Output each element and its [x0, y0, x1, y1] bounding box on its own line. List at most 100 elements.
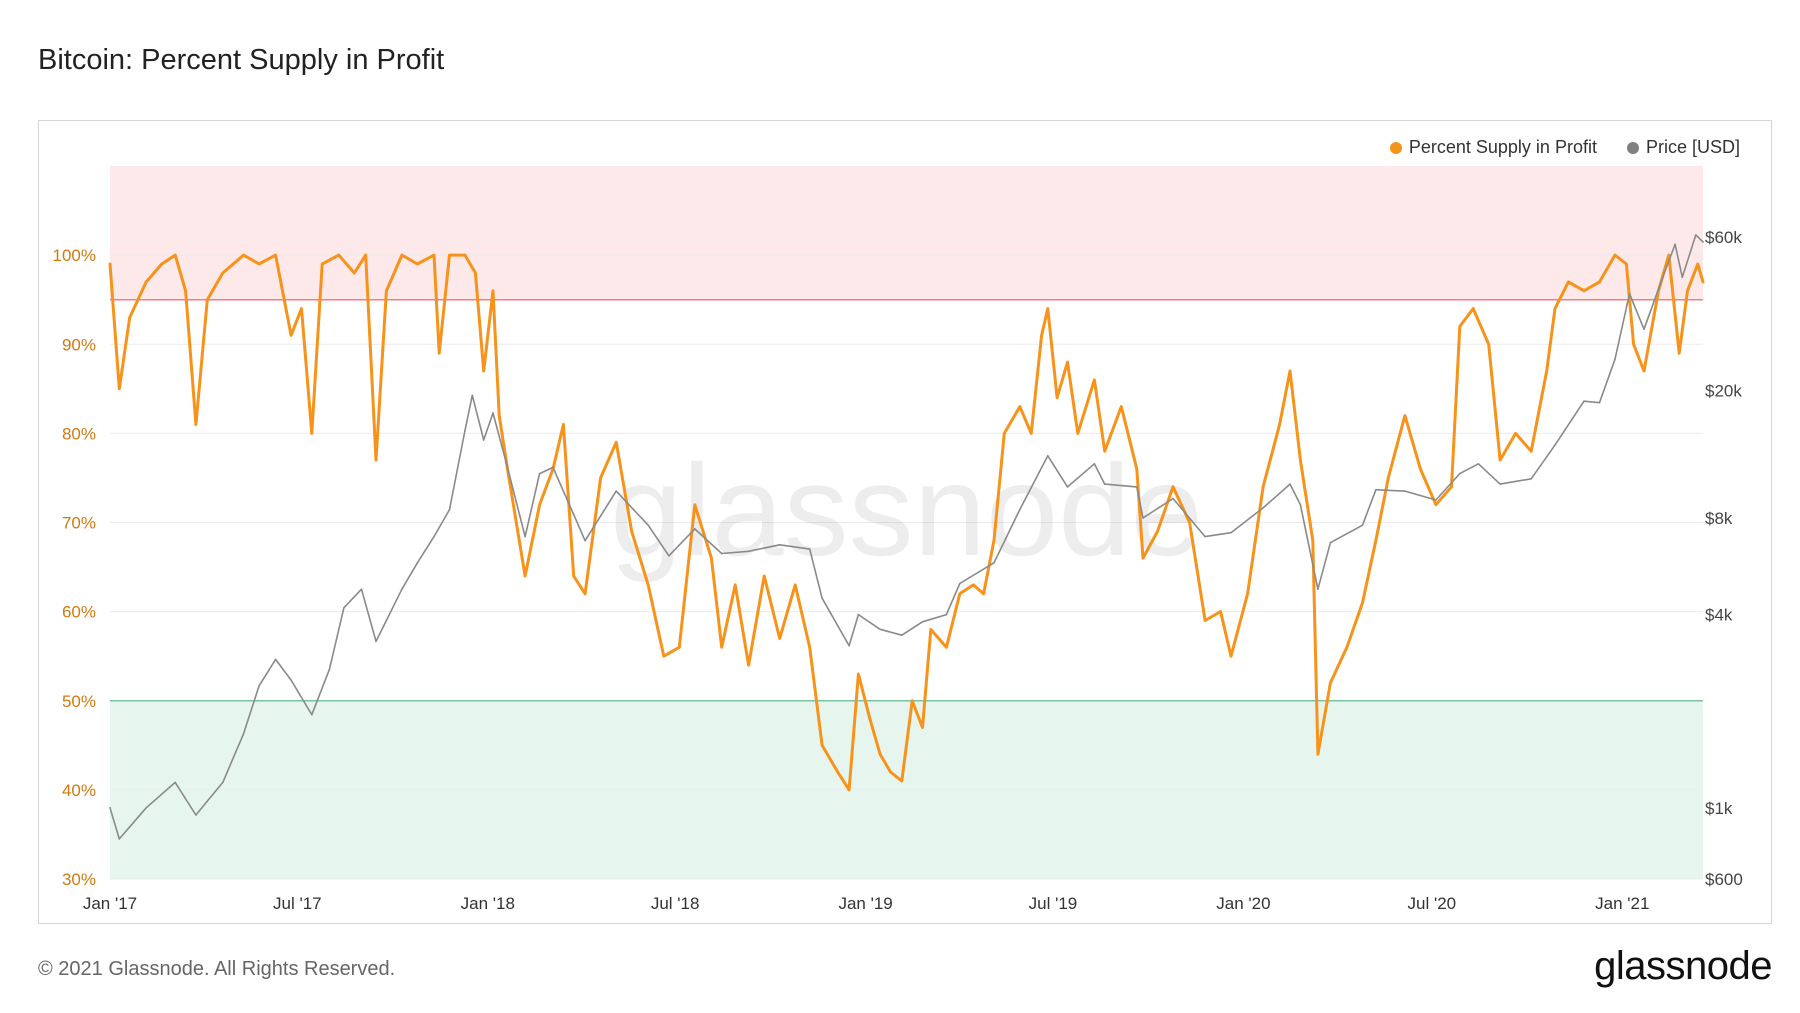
- price-point-51: [1136, 486, 1138, 488]
- profit-point-80: [1120, 405, 1123, 408]
- y-left-tick-5: 80%: [62, 424, 96, 443]
- profit-point-92: [1289, 370, 1291, 372]
- x-tick-0: Jan '17: [83, 894, 137, 913]
- price-point-54: [1204, 535, 1206, 538]
- profit-point-86: [1204, 619, 1206, 622]
- profit-point-82: [1142, 557, 1144, 559]
- profit-point-83: [1156, 530, 1159, 533]
- profit-point-124: [1697, 263, 1699, 265]
- price-point-49: [1093, 463, 1096, 465]
- price-point-13: [360, 588, 363, 590]
- price-point-32: [694, 528, 696, 530]
- price-point-63: [1404, 490, 1406, 492]
- profit-point-61: [901, 780, 903, 782]
- price-point-4: [195, 814, 197, 816]
- profit-point-123: [1686, 289, 1689, 292]
- profit-point-111: [1545, 370, 1548, 372]
- profit-point-10: [242, 254, 245, 256]
- profit-point-119: [1643, 370, 1645, 372]
- profit-point-60: [889, 771, 892, 773]
- glassnode-logo: glassnode: [1594, 944, 1772, 988]
- profit-point-69: [993, 539, 995, 542]
- profit-point-81: [1136, 468, 1138, 470]
- profit-point-37: [572, 575, 575, 577]
- profit-point-17: [337, 254, 340, 256]
- profit-point-95: [1317, 753, 1319, 756]
- profit-point-99: [1375, 539, 1377, 542]
- price-point-43: [945, 613, 948, 616]
- price-point-15: [401, 588, 403, 590]
- x-tick-7: Jul '20: [1408, 894, 1457, 913]
- price-point-76: [1674, 243, 1676, 246]
- price-point-14: [375, 640, 377, 643]
- profit-point-16: [321, 263, 323, 265]
- chart-legend: Percent Supply in Profit Price [USD]: [1389, 137, 1740, 158]
- profit-point-101: [1404, 414, 1406, 417]
- y-left-tick-1: 40%: [62, 781, 96, 800]
- price-point-0: [109, 807, 111, 809]
- price-point-10: [311, 713, 313, 716]
- price-point-37: [821, 597, 823, 599]
- price-point-36: [808, 548, 811, 550]
- profit-point-90: [1262, 486, 1264, 488]
- profit-point-109: [1514, 432, 1517, 435]
- profit-point-116: [1614, 254, 1616, 256]
- profit-point-30: [492, 289, 494, 292]
- profit-point-104: [1450, 486, 1453, 488]
- profit-point-29: [482, 370, 485, 372]
- x-tick-8: Jan '21: [1595, 894, 1649, 913]
- band-0: [110, 166, 1703, 300]
- price-point-68: [1530, 477, 1532, 480]
- profit-point-11: [258, 263, 260, 265]
- profit-point-114: [1583, 289, 1585, 292]
- price-point-55: [1230, 531, 1232, 534]
- profit-point-77: [1077, 432, 1079, 435]
- profit-point-13: [290, 334, 292, 337]
- legend-label-profit: Percent Supply in Profit: [1408, 137, 1597, 157]
- price-point-38: [848, 644, 850, 647]
- profit-point-9: [222, 272, 224, 274]
- profit-point-40: [615, 441, 617, 444]
- price-point-9: [290, 679, 292, 681]
- x-tick-6: Jan '20: [1216, 894, 1270, 913]
- profit-point-49: [747, 664, 750, 666]
- price-point-17: [433, 535, 435, 538]
- profit-point-107: [1487, 343, 1490, 346]
- price-point-46: [1019, 508, 1021, 511]
- profit-point-85: [1188, 521, 1191, 524]
- price-point-7: [258, 684, 260, 687]
- profit-point-74: [1046, 307, 1049, 310]
- price-point-30: [647, 524, 650, 526]
- profit-point-113: [1567, 281, 1570, 283]
- profit-point-100: [1387, 477, 1390, 479]
- profit-point-48: [734, 584, 736, 586]
- legend-item-price[interactable]: Price [USD]: [1626, 137, 1740, 158]
- legend-item-profit[interactable]: Percent Supply in Profit: [1389, 137, 1597, 158]
- y-right-tick-1: $1k: [1705, 799, 1733, 818]
- price-point-5: [222, 781, 224, 784]
- profit-point-53: [808, 646, 811, 649]
- price-point-39: [857, 613, 860, 616]
- profit-point-87: [1219, 610, 1222, 613]
- price-series-line: [109, 234, 1704, 840]
- price-point-41: [901, 634, 903, 637]
- profit-point-43: [662, 655, 665, 657]
- profit-point-62: [911, 699, 913, 702]
- y-left-tick-0: 30%: [62, 870, 96, 889]
- watermark: glassnode: [610, 437, 1203, 583]
- chart-frame: [38, 120, 1772, 924]
- price-point-53: [1172, 497, 1174, 500]
- profit-point-18: [353, 272, 356, 274]
- price-point-72: [1614, 358, 1616, 361]
- price-point-67: [1499, 483, 1501, 485]
- price-point-66: [1477, 463, 1480, 465]
- y-left-tick-7: 100%: [53, 246, 96, 265]
- profit-point-103: [1435, 503, 1437, 506]
- profit-point-3: [145, 281, 148, 283]
- y-right-tick-4: $20k: [1705, 381, 1742, 400]
- price-point-6: [242, 733, 245, 735]
- copyright-footer: © 2021 Glassnode. All Rights Reserved.: [38, 958, 396, 980]
- price-point-1: [118, 838, 121, 840]
- x-tick-3: Jul '18: [651, 894, 700, 913]
- profit-point-45: [694, 503, 696, 506]
